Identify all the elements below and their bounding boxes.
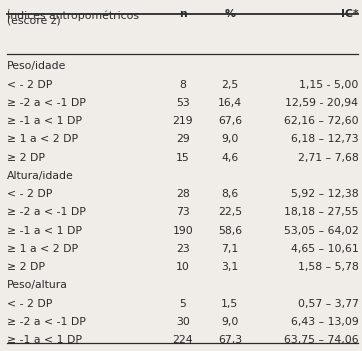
Text: ≥ 1 a < 2 DP: ≥ 1 a < 2 DP: [7, 244, 78, 254]
Text: ≥ -1 a < 1 DP: ≥ -1 a < 1 DP: [7, 335, 82, 345]
Text: 30: 30: [176, 317, 190, 327]
Text: 53,05 – 64,02: 53,05 – 64,02: [284, 226, 358, 236]
Text: 2,5: 2,5: [221, 80, 239, 90]
Text: 6,18 – 12,73: 6,18 – 12,73: [291, 134, 358, 144]
Text: ≥ -1 a < 1 DP: ≥ -1 a < 1 DP: [7, 226, 82, 236]
Text: 67,3: 67,3: [218, 335, 242, 345]
Text: 12,59 - 20,94: 12,59 - 20,94: [285, 98, 358, 108]
Text: 9,0: 9,0: [221, 317, 239, 327]
Text: < - 2 DP: < - 2 DP: [7, 80, 52, 90]
Text: 8,6: 8,6: [221, 189, 239, 199]
Text: ≥ 2 DP: ≥ 2 DP: [7, 153, 45, 163]
Text: 5: 5: [180, 299, 186, 309]
Text: Índices antropométricos: Índices antropométricos: [7, 9, 139, 21]
Text: 4,65 – 10,61: 4,65 – 10,61: [291, 244, 358, 254]
Text: (escore z): (escore z): [7, 16, 61, 26]
Text: 23: 23: [176, 244, 190, 254]
Text: 18,18 – 27,55: 18,18 – 27,55: [284, 207, 358, 217]
Text: 1,15 - 5,00: 1,15 - 5,00: [299, 80, 358, 90]
Text: Peso/idade: Peso/idade: [7, 61, 67, 71]
Text: 73: 73: [176, 207, 190, 217]
Text: 224: 224: [173, 335, 193, 345]
Text: 4,6: 4,6: [221, 153, 239, 163]
Text: 16,4: 16,4: [218, 98, 242, 108]
Text: 22,5: 22,5: [218, 207, 242, 217]
Text: ≥ -1 a < 1 DP: ≥ -1 a < 1 DP: [7, 116, 82, 126]
Text: 5,92 – 12,38: 5,92 – 12,38: [291, 189, 358, 199]
Text: 190: 190: [172, 226, 193, 236]
Text: 53: 53: [176, 98, 190, 108]
Text: 2,71 – 7,68: 2,71 – 7,68: [298, 153, 358, 163]
Text: 15: 15: [176, 153, 190, 163]
Text: n: n: [179, 9, 187, 19]
Text: ≥ -2 a < -1 DP: ≥ -2 a < -1 DP: [7, 207, 86, 217]
Text: < - 2 DP: < - 2 DP: [7, 189, 52, 199]
Text: 67,6: 67,6: [218, 116, 242, 126]
Text: ≥ 1 a < 2 DP: ≥ 1 a < 2 DP: [7, 134, 78, 144]
Text: %: %: [224, 9, 235, 19]
Text: 0,57 – 3,77: 0,57 – 3,77: [298, 299, 358, 309]
Text: 1,5: 1,5: [221, 299, 239, 309]
Text: 3,1: 3,1: [221, 262, 239, 272]
Text: 58,6: 58,6: [218, 226, 242, 236]
Text: 63,75 – 74,06: 63,75 – 74,06: [284, 335, 358, 345]
Text: 10: 10: [176, 262, 190, 272]
Text: < - 2 DP: < - 2 DP: [7, 299, 52, 309]
Text: 219: 219: [173, 116, 193, 126]
Text: 9,0: 9,0: [221, 134, 239, 144]
Text: 1,58 – 5,78: 1,58 – 5,78: [298, 262, 358, 272]
Text: 8: 8: [180, 80, 186, 90]
Text: 62,16 – 72,60: 62,16 – 72,60: [284, 116, 358, 126]
Text: ≥ -2 a < -1 DP: ≥ -2 a < -1 DP: [7, 317, 86, 327]
Text: ≥ -2 a < -1 DP: ≥ -2 a < -1 DP: [7, 98, 86, 108]
Text: 6,43 – 13,09: 6,43 – 13,09: [291, 317, 358, 327]
Text: Peso/altura: Peso/altura: [7, 280, 68, 290]
Text: 7,1: 7,1: [221, 244, 239, 254]
Text: 28: 28: [176, 189, 190, 199]
Text: 29: 29: [176, 134, 190, 144]
Text: IC*: IC*: [341, 9, 358, 19]
Text: Altura/idade: Altura/idade: [7, 171, 74, 181]
Text: ≥ 2 DP: ≥ 2 DP: [7, 262, 45, 272]
